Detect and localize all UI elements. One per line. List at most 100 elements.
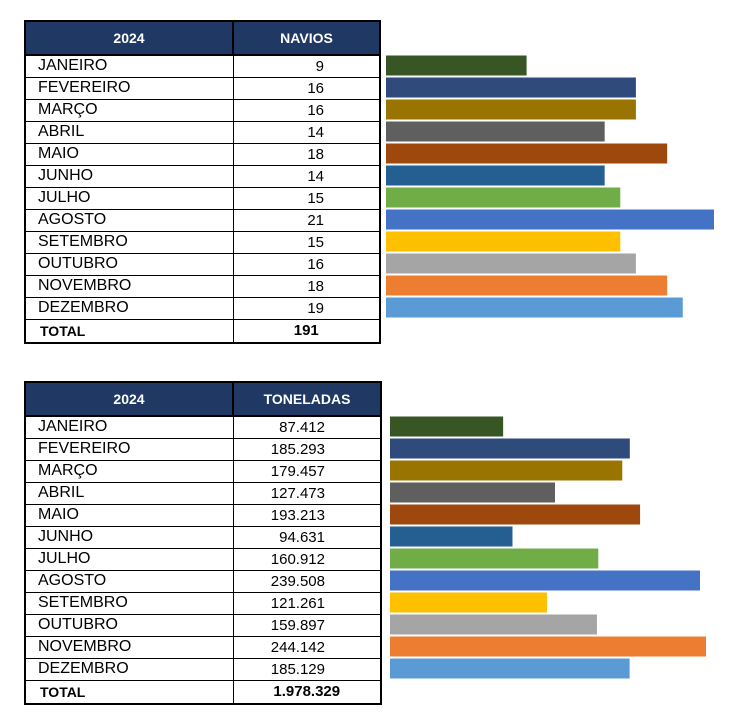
value-label: 16 [232,76,381,100]
bar-maio [390,504,641,525]
month-label: FEVEREIRO [24,76,234,100]
value-label: 244.142 [232,635,382,659]
value-label: 14 [232,120,381,144]
table-row: JULHO 15 [24,186,381,210]
table-row: MAIO 18 [24,142,381,166]
value-label: 185.293 [232,437,382,461]
month-label: SETEMBRO [24,230,234,254]
ships-bar-chart [386,55,714,318]
month-label: NOVEMBRO [24,635,234,659]
table-row: MARÇO 179.457 [24,459,382,483]
total-label: TOTAL [24,318,234,344]
month-label: MARÇO [24,459,234,483]
total-row: TOTAL 1.978.329 [24,679,382,705]
month-label: JUNHO [24,525,234,549]
bar-novembro [390,636,706,657]
year-header: 2024 [24,381,234,417]
bar-julho [390,548,599,569]
table-row: JANEIRO 87.412 [24,415,382,439]
total-value: 191 [232,318,381,344]
month-label: JULHO [24,186,234,210]
table-row: FEVEREIRO 185.293 [24,437,382,461]
bar-janeiro [390,416,504,437]
month-label: SETEMBRO [24,591,234,615]
total-value: 1.978.329 [232,679,382,705]
value-label: 18 [232,274,381,298]
value-label: 87.412 [232,415,382,439]
value-label: 160.912 [232,547,382,571]
month-label: DEZEMBRO [24,657,234,681]
bar-abril [386,121,605,142]
bar-dezembro [386,297,683,318]
month-label: OUTUBRO [24,613,234,637]
bar-junho [390,526,513,547]
month-label: MAIO [24,503,234,527]
value-label: 16 [232,252,381,276]
year-header: 2024 [24,20,234,56]
table-row: AGOSTO 239.508 [24,569,382,593]
month-label: JANEIRO [24,415,234,439]
table-row: ABRIL 14 [24,120,381,144]
value-label: 15 [232,186,381,210]
month-label: MAIO [24,142,234,166]
table-row: OUTUBRO 16 [24,252,381,276]
bar-outubro [386,253,636,274]
value-label: 15 [232,230,381,254]
bar-março [386,99,636,120]
table-row: FEVEREIRO 16 [24,76,381,100]
month-label: AGOSTO [24,208,234,232]
bar-setembro [386,231,621,252]
value-label: 16 [232,98,381,122]
value-label: 94.631 [232,525,382,549]
month-label: DEZEMBRO [24,296,234,320]
bar-dezembro [390,658,630,679]
table-row: JUNHO 14 [24,164,381,188]
table-row: MAIO 193.213 [24,503,382,527]
table-row: NOVEMBRO 244.142 [24,635,382,659]
value-label: 121.261 [232,591,382,615]
table-row: JANEIRO 9 [24,54,381,78]
month-label: NOVEMBRO [24,274,234,298]
table-row: OUTUBRO 159.897 [24,613,382,637]
month-label: ABRIL [24,120,234,144]
bar-junho [386,165,605,186]
table-row: JUNHO 94.631 [24,525,382,549]
table-row: SETEMBRO 15 [24,230,381,254]
table-row: DEZEMBRO 185.129 [24,657,382,681]
month-label: ABRIL [24,481,234,505]
total-label: TOTAL [24,679,234,705]
table-row: JULHO 160.912 [24,547,382,571]
bar-agosto [390,570,701,591]
value-header: NAVIOS [232,20,381,56]
table-row: DEZEMBRO 19 [24,296,381,320]
tonnage-bar-chart [390,416,706,679]
bar-maio [386,143,668,164]
total-row: TOTAL 191 [24,318,381,344]
value-label: 239.508 [232,569,382,593]
bar-abril [390,482,555,503]
bar-janeiro [386,55,527,76]
bar-março [390,460,623,481]
value-header: TONELADAS [232,381,382,417]
bar-agosto [386,209,714,230]
value-label: 179.457 [232,459,382,483]
bar-fevereiro [386,77,636,98]
table-row: SETEMBRO 121.261 [24,591,382,615]
ships-table: 2024 NAVIOS JANEIRO 9 FEVEREIRO 16 MARÇO 16 AB… [24,20,381,344]
value-label: 185.129 [232,657,382,681]
table-row: MARÇO 16 [24,98,381,122]
table-row: AGOSTO 21 [24,208,381,232]
month-label: JANEIRO [24,54,234,78]
value-label: 18 [232,142,381,166]
month-label: OUTUBRO [24,252,234,276]
bar-julho [386,187,621,208]
month-label: AGOSTO [24,569,234,593]
value-label: 127.473 [232,481,382,505]
bar-outubro [390,614,597,635]
value-label: 19 [232,296,381,320]
value-label: 14 [232,164,381,188]
table-row: ABRIL 127.473 [24,481,382,505]
bar-novembro [386,275,668,296]
month-label: JUNHO [24,164,234,188]
value-label: 159.897 [232,613,382,637]
